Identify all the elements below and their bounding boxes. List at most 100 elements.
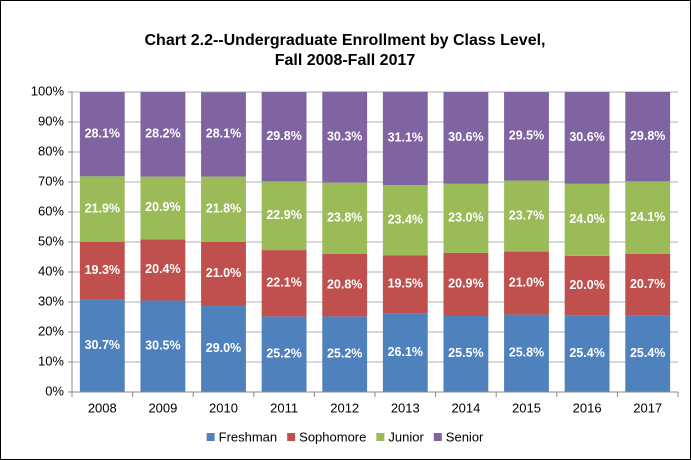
bar-segment <box>504 180 549 252</box>
bar-segment <box>625 181 671 254</box>
y-tick-label: 0% <box>45 383 64 398</box>
bar-segment <box>564 183 610 256</box>
value-label: 19.5% <box>388 277 423 291</box>
value-label: 29.5% <box>509 129 544 143</box>
bar-segment <box>625 92 671 182</box>
value-label: 25.5% <box>448 346 483 360</box>
x-tick-label: 2011 <box>270 400 298 415</box>
legend-swatch <box>376 433 385 441</box>
value-label: 24.0% <box>569 212 604 226</box>
bar-segment <box>261 250 307 317</box>
value-label: 29.8% <box>266 129 301 143</box>
value-label: 21.0% <box>509 275 544 289</box>
x-tick-label: 2014 <box>451 400 480 415</box>
y-tick-label: 10% <box>38 353 64 368</box>
bar-segment <box>140 300 186 392</box>
value-label: 23.4% <box>388 212 423 226</box>
value-label: 20.0% <box>569 278 604 292</box>
value-label: 30.3% <box>327 129 362 143</box>
y-tick-label: 30% <box>38 293 64 308</box>
value-label: 28.1% <box>85 126 120 140</box>
y-tick-label: 90% <box>38 113 64 128</box>
bar-segment <box>322 254 368 317</box>
bar-segment <box>201 305 246 392</box>
x-tick-label: 2009 <box>148 400 177 415</box>
value-label: 28.2% <box>145 127 180 141</box>
bar-segment <box>322 316 368 392</box>
value-label: 23.7% <box>509 208 544 222</box>
y-tick-label: 60% <box>38 203 64 218</box>
bar-segment <box>261 316 307 392</box>
bar-segment <box>382 255 428 314</box>
chart-title: Fall 2008-Fall 2017 <box>275 52 416 69</box>
legend-label: Freshman <box>219 429 278 444</box>
bar-segment <box>443 183 489 253</box>
bar-segment <box>79 176 125 242</box>
x-tick-label: 2008 <box>88 400 117 415</box>
bar-segment <box>201 92 246 177</box>
value-label: 31.1% <box>388 131 423 145</box>
value-label: 23.8% <box>327 211 362 225</box>
value-label: 30.7% <box>85 338 120 352</box>
bar-segment <box>322 91 368 183</box>
value-label: 30.6% <box>448 130 483 144</box>
bar-segment <box>504 251 549 315</box>
y-tick-label: 20% <box>38 323 64 338</box>
bar-segment <box>322 182 368 254</box>
value-label: 19.3% <box>85 263 120 277</box>
bar-segment <box>261 92 307 182</box>
legend-label: Senior <box>446 429 484 444</box>
value-label: 30.5% <box>145 339 180 353</box>
value-label: 22.9% <box>266 208 301 222</box>
x-tick-label: 2013 <box>391 400 420 415</box>
bar-segment <box>625 315 671 392</box>
bar-segment <box>564 315 610 392</box>
value-label: 21.8% <box>206 202 241 216</box>
value-label: 20.9% <box>448 276 483 290</box>
legend-swatch <box>206 433 215 441</box>
legend-label: Junior <box>388 429 424 444</box>
y-tick-label: 40% <box>38 263 64 278</box>
value-label: 21.0% <box>206 266 241 280</box>
bar-segment <box>382 91 428 185</box>
bar-segment <box>79 242 125 300</box>
value-label: 25.8% <box>509 346 544 360</box>
value-label: 20.4% <box>145 262 180 276</box>
bar-segment <box>625 253 671 316</box>
y-tick-label: 80% <box>38 143 64 158</box>
y-tick-label: 70% <box>38 173 64 188</box>
bar-segment <box>382 313 428 392</box>
x-tick-label: 2010 <box>209 400 238 415</box>
value-label: 24.1% <box>630 210 665 224</box>
value-label: 29.8% <box>630 129 665 143</box>
bar-segment <box>443 315 489 392</box>
value-label: 29.0% <box>206 341 241 355</box>
bar-segment <box>382 185 428 256</box>
value-label: 25.2% <box>266 346 301 360</box>
x-tick-label: 2012 <box>330 400 359 415</box>
value-label: 28.1% <box>206 127 241 141</box>
value-label: 21.9% <box>85 201 120 215</box>
bar-segment <box>201 176 246 242</box>
bar-segment <box>564 92 610 184</box>
value-label: 25.4% <box>630 346 665 360</box>
bar-segment <box>140 239 186 301</box>
bar-segment <box>140 176 186 240</box>
chart-title: Chart 2.2--Undergraduate Enrollment by C… <box>145 32 546 49</box>
x-tick-label: 2016 <box>573 400 602 415</box>
y-tick-label: 100% <box>31 83 65 98</box>
bar-segment <box>564 255 610 316</box>
value-label: 20.8% <box>327 277 362 291</box>
bar-segment <box>140 92 186 177</box>
value-label: 20.7% <box>630 277 665 291</box>
value-label: 25.4% <box>569 346 604 360</box>
legend-label: Sophomore <box>299 429 366 444</box>
bar-segment <box>443 92 489 184</box>
x-tick-label: 2017 <box>633 400 662 415</box>
legend-swatch <box>433 433 442 441</box>
bar-segment <box>504 314 549 392</box>
value-label: 20.9% <box>145 200 180 214</box>
bar-segment <box>201 242 246 305</box>
bar-segment <box>79 299 125 392</box>
bar-segment <box>504 92 549 181</box>
